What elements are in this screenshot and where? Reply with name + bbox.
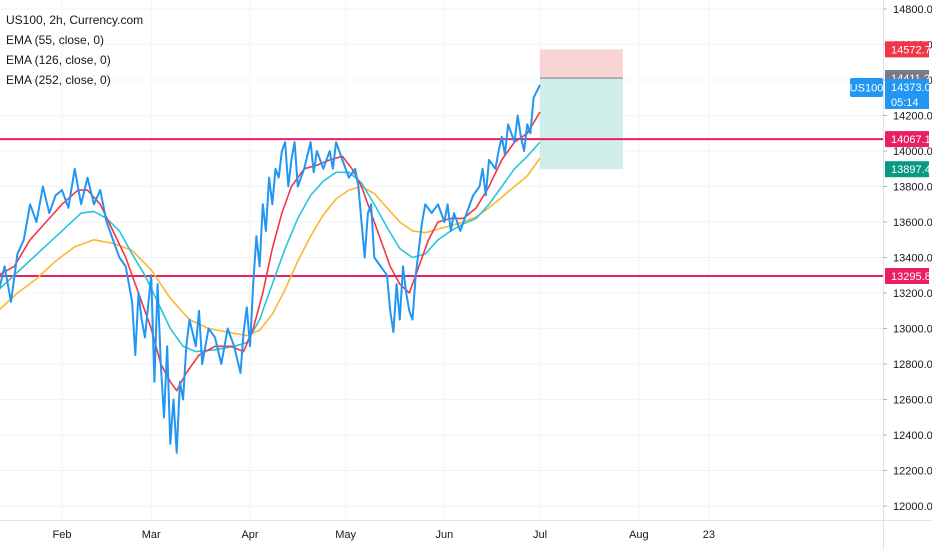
time-axis[interactable]: Feb Mar Apr May Jun Jul Aug 23	[0, 520, 932, 542]
x-tick-label: Mar	[142, 529, 161, 541]
hline-tag-2-label: 13295.8	[891, 271, 931, 283]
chart-grid	[0, 0, 883, 520]
last-price-bg	[885, 79, 929, 95]
symbol-tag: US100	[850, 78, 884, 97]
target-tag-bg	[885, 161, 929, 178]
hline-tag-1: 14067.1	[885, 131, 931, 148]
countdown-label: 05:14	[891, 97, 919, 109]
legend-ema-55[interactable]: EMA (55, close, 0)	[6, 33, 105, 47]
series-ema-252	[0, 157, 541, 337]
position-tool[interactable]	[540, 49, 623, 170]
last-price-tag: 14373.0	[885, 79, 931, 95]
x-tick-label: 23	[703, 529, 715, 541]
stop-tag-bg	[885, 41, 929, 58]
symbol-tag-label: US100	[850, 83, 884, 95]
series-price	[0, 84, 541, 454]
target-tag-label: 13897.4	[891, 164, 931, 176]
hline-tag-2-bg	[885, 267, 929, 284]
y-tick-label: 12200.0	[893, 466, 932, 478]
y-tick-label: 12800.0	[893, 359, 932, 371]
y-tick-label: 13000.0	[893, 324, 932, 336]
countdown-tag: 05:14	[885, 95, 929, 109]
x-tick-label: Aug	[629, 529, 649, 541]
last-price-label: 14373.0	[891, 82, 931, 94]
horizontal-lines[interactable]	[0, 138, 883, 277]
hline-tag-1-label: 14067.1	[891, 134, 931, 146]
y-tick-label: 13400.0	[893, 253, 932, 265]
x-tick-label: May	[335, 529, 356, 541]
stop-zone	[540, 49, 623, 79]
chart-legend: US100, 2h, Currency.com EMA (55, close, …	[6, 10, 143, 90]
hline-tag-1-bg	[885, 131, 929, 148]
series-layer	[0, 84, 541, 454]
target-zone	[540, 78, 623, 170]
y-tick-label: 14000.0	[893, 146, 932, 158]
legend-ema-126[interactable]: EMA (126, close, 0)	[6, 53, 111, 67]
stop-tag: 14572.7	[885, 41, 931, 58]
y-tick-label: 12000.0	[893, 501, 932, 513]
y-tick-label: 14800.0	[893, 4, 932, 16]
series-ema-126	[0, 141, 541, 353]
target-tag: 13897.4	[885, 161, 931, 178]
y-tick-label: 12600.0	[893, 395, 932, 407]
price-tags: 14067.113295.814572.714411.213897.414373…	[850, 41, 931, 284]
legend-ema-252[interactable]: EMA (252, close, 0)	[6, 73, 111, 87]
y-tick-label: 13600.0	[893, 217, 932, 229]
x-tick-label: Jul	[533, 529, 547, 541]
hline-tag-2: 13295.8	[885, 267, 931, 284]
series-ema-55	[0, 111, 541, 392]
y-tick-label: 12400.0	[893, 430, 932, 442]
legend-title: US100, 2h, Currency.com	[6, 13, 144, 27]
x-tick-label: Apr	[241, 529, 258, 541]
stop-tag-label: 14572.7	[891, 44, 931, 56]
x-tick-label: Jun	[436, 529, 454, 541]
y-tick-label: 13800.0	[893, 182, 932, 194]
x-tick-label: Feb	[53, 529, 72, 541]
y-tick-label: 14200.0	[893, 111, 932, 123]
y-tick-label: 13200.0	[893, 288, 932, 300]
